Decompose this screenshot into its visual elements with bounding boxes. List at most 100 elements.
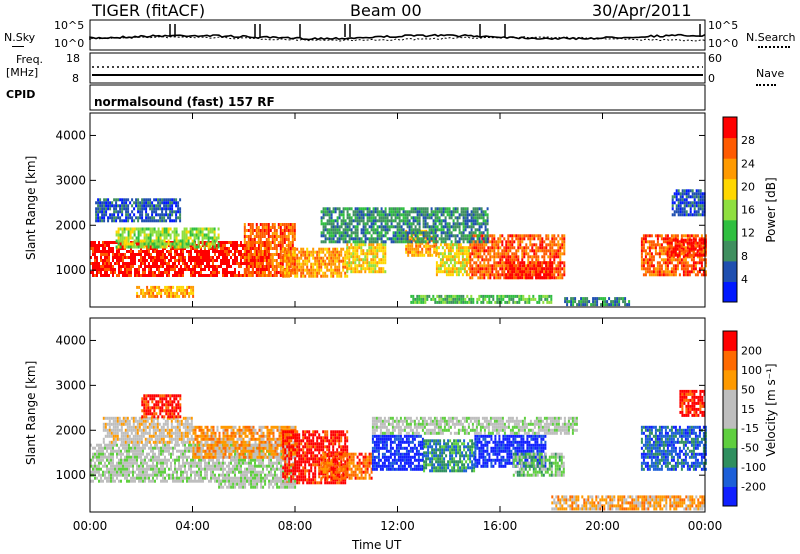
- heatmap-cell: [282, 253, 285, 257]
- heatmap-cell: [342, 237, 345, 241]
- heatmap-cell: [508, 300, 511, 304]
- heatmap-cell: [344, 274, 347, 278]
- heatmap-cell: [118, 452, 120, 456]
- heatmap-cell: [324, 213, 327, 217]
- heatmap-cell: [696, 250, 699, 254]
- heatmap-cell: [269, 226, 272, 229]
- heatmap-cell: [330, 253, 333, 257]
- heatmap-cell: [470, 228, 473, 232]
- heatmap-cell: [188, 268, 190, 271]
- heatmap-cell: [312, 256, 315, 260]
- heatmap-cell: [664, 273, 667, 277]
- heatmap-cell: [186, 265, 188, 268]
- heatmap-cell: [658, 273, 661, 277]
- heatmap-cell: [696, 253, 699, 257]
- heatmap-cell: [668, 258, 671, 262]
- heatmap-cell: [515, 252, 518, 256]
- heatmap-cell: [467, 249, 470, 253]
- heatmap-cell: [648, 252, 651, 256]
- heatmap-cell: [92, 452, 94, 456]
- heatmap-cell: [408, 240, 411, 244]
- heatmap-cell: [537, 267, 540, 271]
- heatmap-cell: [488, 294, 491, 298]
- heatmap-cell: [154, 288, 157, 292]
- heatmap-cell: [267, 259, 270, 262]
- heatmap-cell: [102, 262, 104, 265]
- heatmap-cell: [147, 245, 150, 249]
- heatmap-cell: [491, 234, 494, 238]
- heatmap-cell: [700, 253, 703, 257]
- heatmap-cell: [172, 247, 174, 250]
- heatmap-cell: [559, 267, 562, 271]
- heatmap-cell: [690, 255, 693, 259]
- heatmap-cell: [108, 467, 110, 471]
- heatmap-cell: [382, 261, 385, 265]
- heatmap-cell: [372, 207, 375, 211]
- heatmap-cell: [210, 265, 212, 268]
- heatmap-cell: [551, 243, 554, 247]
- heatmap-cell: [664, 246, 667, 250]
- heatmap-cell: [100, 467, 102, 471]
- heatmap-cell: [273, 235, 276, 238]
- heatmap-cell: [537, 237, 540, 241]
- heatmap-cell: [110, 461, 112, 465]
- heatmap-cell: [322, 247, 325, 251]
- heatmap-cell: [120, 253, 122, 256]
- heatmap-cell: [98, 268, 100, 271]
- heatmap-cell: [196, 262, 198, 265]
- heatmap-cell: [378, 219, 381, 223]
- heatmap-cell: [198, 253, 200, 256]
- heatmap-cell: [106, 479, 108, 483]
- heatmap-cell: [374, 222, 377, 226]
- heatmap-cell: [332, 268, 335, 272]
- heatmap-cell: [451, 249, 454, 253]
- heatmap-cell: [473, 249, 476, 253]
- heatmap-cell: [444, 240, 447, 244]
- heatmap-cell: [139, 233, 142, 237]
- heatmap-cell: [447, 255, 450, 259]
- heatmap-cell: [220, 250, 222, 253]
- heatmap-cell: [466, 216, 469, 220]
- heatmap-cell: [430, 216, 433, 220]
- heatmap-cell: [642, 261, 645, 265]
- heatmap-cell: [376, 264, 379, 268]
- heatmap-cell: [200, 259, 202, 262]
- heatmap-cell: [125, 210, 128, 214]
- heatmap-cell: [201, 242, 204, 246]
- heatmap-cell: [129, 230, 132, 234]
- heatmap-cell: [115, 207, 118, 211]
- heatmap-cell: [112, 458, 114, 462]
- heatmap-cell: [161, 245, 164, 249]
- heatmap-cell: [316, 256, 319, 260]
- heatmap-cell: [105, 213, 108, 217]
- heatmap-cell: [170, 285, 173, 289]
- heatmap-cell: [384, 270, 387, 274]
- heatmap-cell: [282, 271, 285, 275]
- heatmap-cell: [441, 261, 444, 265]
- heatmap-cell: [177, 204, 180, 208]
- heatmap-cell: [493, 255, 496, 259]
- heatmap-cell: [499, 255, 502, 259]
- heatmap-cell: [356, 213, 359, 217]
- heatmap-cell: [485, 243, 488, 247]
- heatmap-cell: [464, 237, 467, 241]
- heatmap-cell: [648, 240, 651, 244]
- heatmap-cell: [666, 250, 669, 254]
- heatmap-cell: [658, 252, 661, 256]
- heatmap-cell: [259, 262, 262, 265]
- heatmap-cell: [486, 240, 489, 244]
- heatmap-cell: [472, 225, 475, 229]
- heatmap-cell: [511, 261, 514, 265]
- heatmap-cell: [204, 268, 206, 271]
- heatmap-cell: [557, 276, 560, 280]
- heatmap-cell: [370, 246, 373, 250]
- heatmap-cell: [404, 240, 407, 244]
- heatmap-cell: [452, 300, 455, 304]
- heatmap-cell: [476, 234, 479, 238]
- heatmap-cell: [608, 303, 611, 307]
- heatmap-cell: [346, 213, 349, 217]
- heatmap-cell: [154, 250, 156, 253]
- heatmap-cell: [354, 219, 357, 223]
- heatmap-cell: [342, 228, 345, 232]
- heatmap-cell: [226, 265, 228, 268]
